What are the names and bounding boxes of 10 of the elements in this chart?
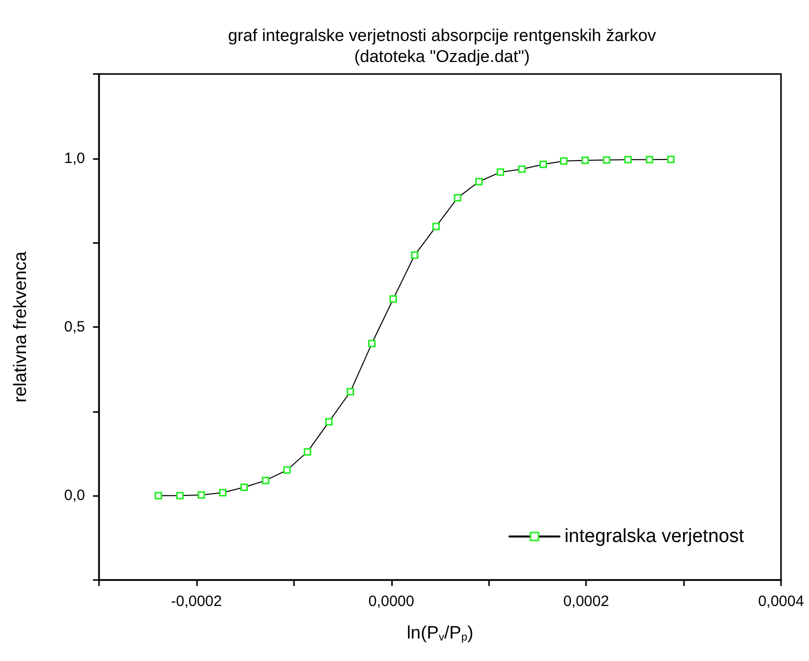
legend-label: integralska verjetnost: [564, 526, 745, 547]
y-axis-title: relativna frekvenca: [10, 250, 30, 403]
y-tick-label: 1,0: [64, 150, 85, 167]
y-tick-label: 0,5: [64, 318, 85, 336]
y-tick-label: 0,0: [64, 487, 85, 504]
x-tick-label: 0,0000: [368, 593, 414, 610]
x-tick-label: 0,0002: [563, 593, 610, 610]
x-tick-label: 0,0004: [758, 593, 804, 610]
chart-title: graf integralske verjetnosti absorpcije rentgenskih žarkov (datoteka "Ozadje.dat"): [228, 26, 657, 66]
x-tick-label: -0,0002: [170, 593, 222, 610]
